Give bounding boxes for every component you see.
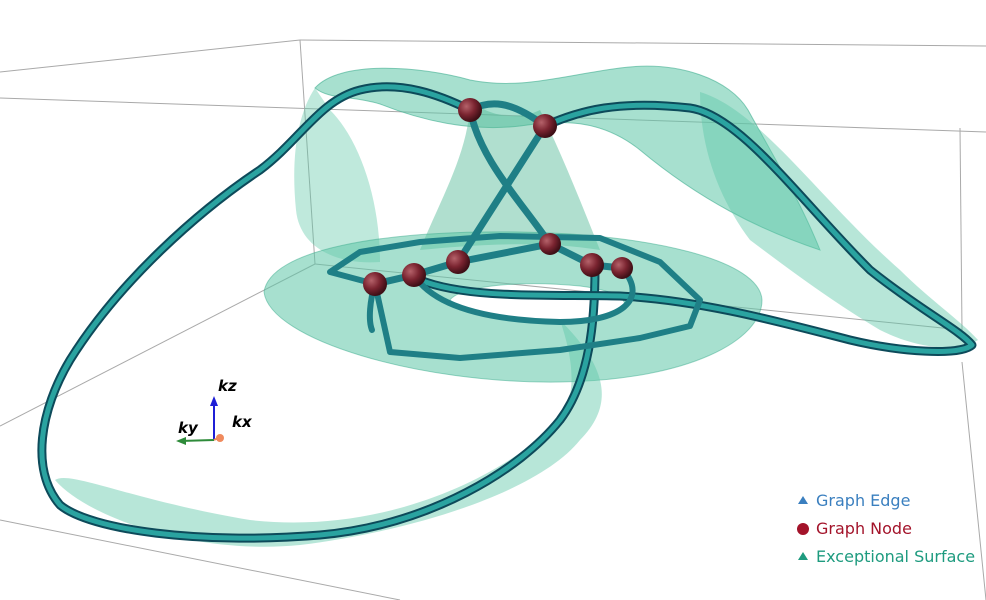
ky-arrow-icon (176, 437, 186, 445)
legend-item-graph-edge: Graph Edge (796, 486, 982, 514)
circle-icon (796, 521, 810, 535)
kx-arrow-icon (216, 434, 224, 442)
kz-arrow-icon (210, 396, 218, 406)
surface-right-wing (700, 92, 978, 348)
graph-node (580, 253, 604, 277)
surface-left-sheet (294, 88, 380, 263)
legend-item-exceptional-surface: Exceptional Surface (796, 542, 982, 570)
ky-label: ky (178, 419, 199, 437)
orientation-axes: kz ky kx (176, 377, 253, 445)
legend-label-exceptional-surface: Exceptional Surface (816, 546, 976, 566)
graph-node (402, 263, 426, 287)
graph-node (458, 98, 482, 122)
exceptional-surface (55, 65, 978, 547)
graph-node (446, 250, 470, 274)
graph-edge-lower-link (411, 265, 636, 325)
graph-node (611, 257, 633, 279)
graph-nodes (363, 98, 633, 296)
legend-label-graph-edge: Graph Edge (816, 490, 911, 510)
triangle-icon (796, 549, 810, 563)
kx-label: kx (232, 413, 253, 431)
graph-node (363, 272, 387, 296)
legend-label-graph-node: Graph Node (816, 518, 912, 538)
kz-label: kz (218, 377, 237, 395)
legend: Graph Edge Graph Node Exceptional Surfac… (796, 486, 982, 570)
graph-node (539, 233, 561, 255)
graph-edge-vertical (466, 106, 554, 248)
graph-edge-inner-ring (327, 233, 703, 361)
graph-node (533, 114, 557, 138)
legend-item-graph-node: Graph Node (796, 514, 982, 542)
triangle-icon (796, 493, 810, 507)
